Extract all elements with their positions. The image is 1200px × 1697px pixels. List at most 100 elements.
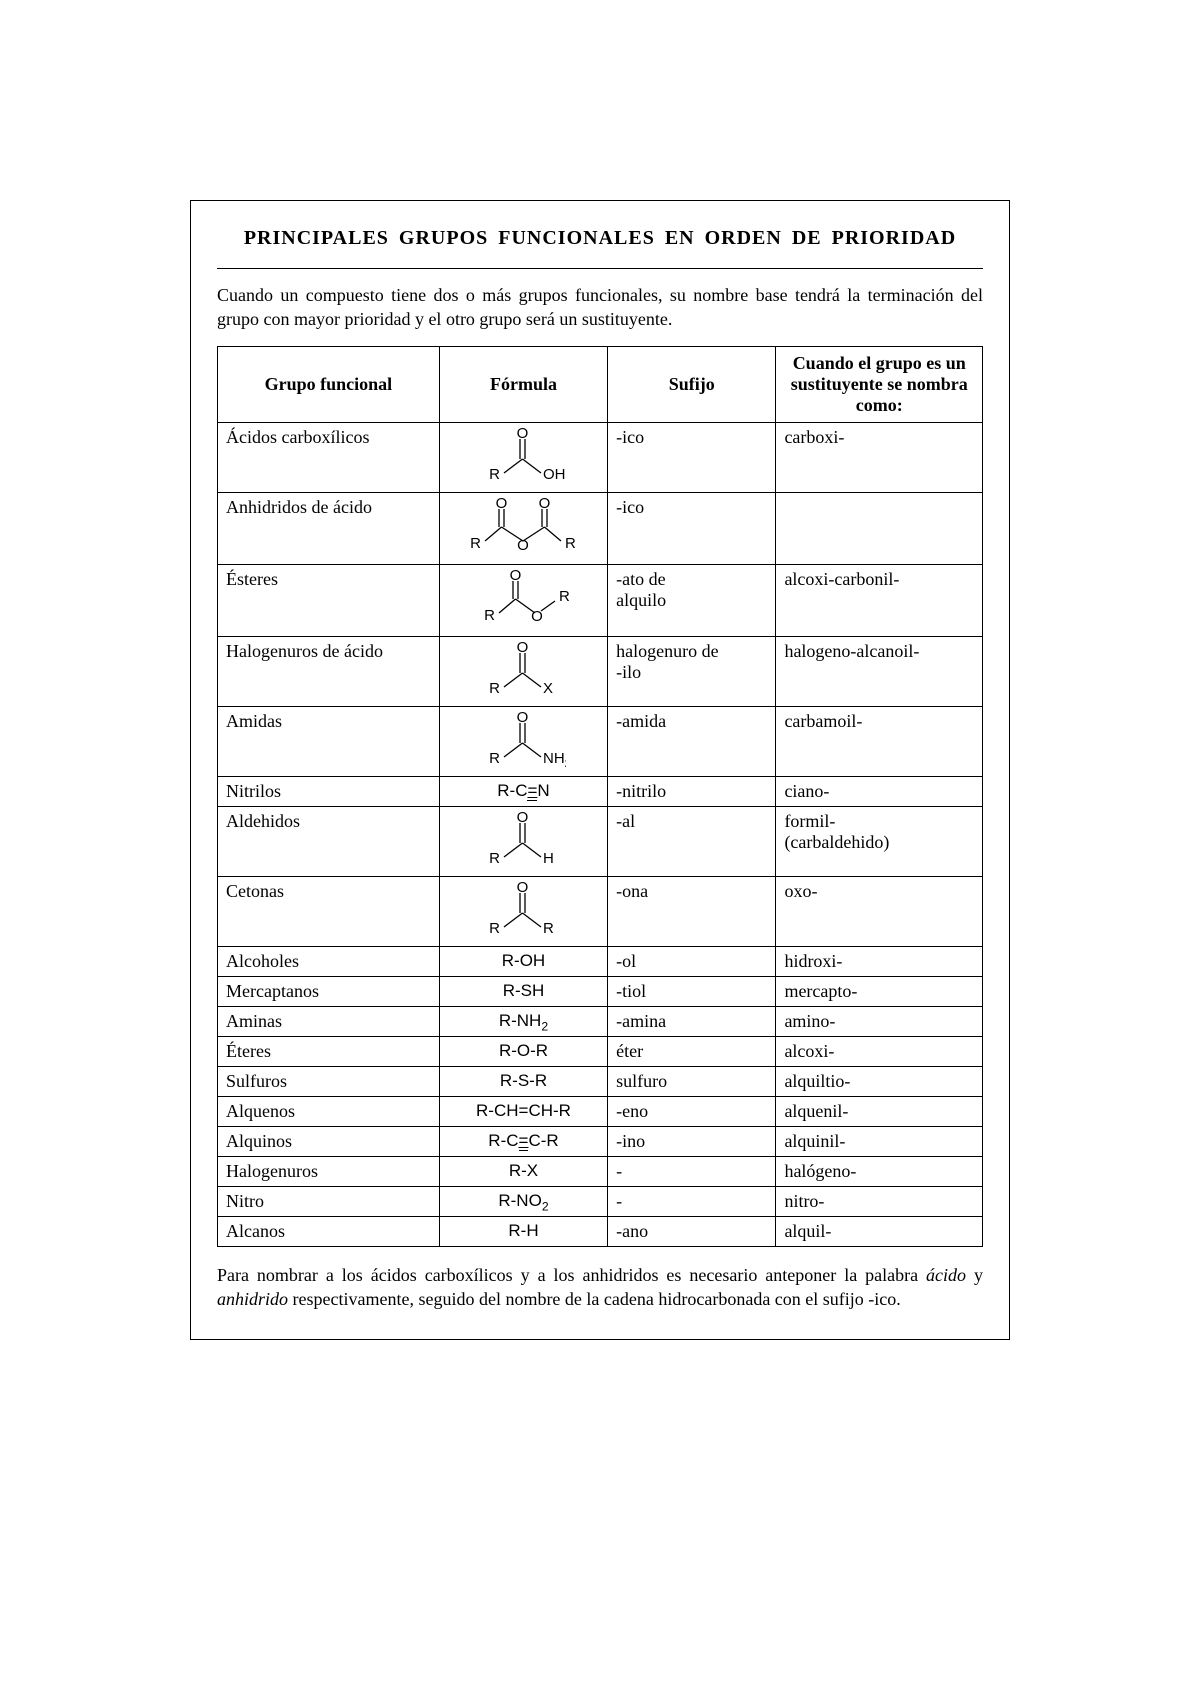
carbonyl-icon: O R X	[480, 641, 566, 697]
col-header-formula: Fórmula	[439, 346, 607, 422]
cell-substituent: alquiltio-	[776, 1066, 983, 1096]
svg-text:NH2: NH2	[543, 750, 566, 767]
cell-suffix: -ol	[608, 946, 776, 976]
cell-group-name: Anhidridos de ácido	[218, 492, 440, 564]
table-row: NitroR-NO2-nitro-	[218, 1186, 983, 1216]
table-row: Ácidos carboxílicos O R OH -icocarboxi-	[218, 422, 983, 492]
svg-text:R: R	[490, 920, 501, 937]
table-row: AlquenosR-CH=CH-R-enoalquenil-	[218, 1096, 983, 1126]
cell-suffix: -amida	[608, 706, 776, 776]
cell-substituent	[776, 492, 983, 564]
cell-substituent: alquenil-	[776, 1096, 983, 1126]
cell-group-name: Halogenuros de ácido	[218, 636, 440, 706]
table-row: AlquinosR-C=C-R-inoalquinil-	[218, 1126, 983, 1156]
table-row: Cetonas O R R -onaoxo-	[218, 876, 983, 946]
cell-suffix: halogenuro de -ilo	[608, 636, 776, 706]
carbonyl-icon: O R R	[480, 881, 566, 937]
svg-text:O: O	[517, 641, 529, 656]
cell-formula: O R X	[439, 636, 607, 706]
svg-text:O: O	[517, 881, 529, 896]
cell-suffix: -ona	[608, 876, 776, 946]
cell-substituent: nitro-	[776, 1186, 983, 1216]
svg-text:H: H	[543, 850, 554, 867]
svg-text:R: R	[485, 607, 496, 624]
content-box: PRINCIPALES GRUPOS FUNCIONALES EN ORDEN …	[190, 200, 1010, 1340]
table-header: Grupo funcional Fórmula Sufijo Cuando el…	[218, 346, 983, 422]
cell-formula: R-C=C-R	[439, 1126, 607, 1156]
cell-suffix: sulfuro	[608, 1066, 776, 1096]
cell-substituent: amino-	[776, 1006, 983, 1036]
svg-text:O: O	[517, 711, 529, 726]
col-header-group: Grupo funcional	[218, 346, 440, 422]
cell-group-name: Nitro	[218, 1186, 440, 1216]
cell-substituent: carboxi-	[776, 422, 983, 492]
cell-suffix: -tiol	[608, 976, 776, 1006]
cell-group-name: Alcanos	[218, 1216, 440, 1246]
table-row: Ésteres O R O R -ato de alquiloalcoxi-ca…	[218, 564, 983, 636]
cell-formula: R-H	[439, 1216, 607, 1246]
cell-formula: R-X	[439, 1156, 607, 1186]
svg-text:R: R	[490, 680, 501, 697]
intro-paragraph: Cuando un compuesto tiene dos o más grup…	[217, 283, 983, 332]
table-row: AlcanosR-H-anoalquil-	[218, 1216, 983, 1246]
cell-substituent: oxo-	[776, 876, 983, 946]
cell-group-name: Ácidos carboxílicos	[218, 422, 440, 492]
table-row: NitrilosR-C=N-nitrilociano-	[218, 776, 983, 806]
table-row: MercaptanosR-SH-tiolmercapto-	[218, 976, 983, 1006]
cell-substituent: carbamoil-	[776, 706, 983, 776]
cell-group-name: Nitrilos	[218, 776, 440, 806]
cell-group-name: Alcoholes	[218, 946, 440, 976]
cell-formula: R-C=N	[439, 776, 607, 806]
cell-group-name: Amidas	[218, 706, 440, 776]
table-row: Halogenuros de ácido O R X halogenuro de…	[218, 636, 983, 706]
cell-group-name: Alquinos	[218, 1126, 440, 1156]
cell-group-name: Aminas	[218, 1006, 440, 1036]
cell-substituent: alquil-	[776, 1216, 983, 1246]
cell-substituent: alquinil-	[776, 1126, 983, 1156]
cell-formula: R-NH2	[439, 1006, 607, 1036]
cell-formula: O O R O R	[439, 492, 607, 564]
cell-group-name: Halogenuros	[218, 1156, 440, 1186]
outro-text: y	[966, 1265, 983, 1285]
cell-suffix: -nitrilo	[608, 776, 776, 806]
cell-suffix: -ino	[608, 1126, 776, 1156]
cell-suffix: -ico	[608, 492, 776, 564]
svg-text:O: O	[496, 497, 508, 512]
cell-suffix: éter	[608, 1036, 776, 1066]
cell-suffix: -ato de alquilo	[608, 564, 776, 636]
cell-formula: O R H	[439, 806, 607, 876]
cell-group-name: Alquenos	[218, 1096, 440, 1126]
svg-text:R: R	[490, 850, 501, 867]
outro-paragraph: Para nombrar a los ácidos carboxílicos y…	[217, 1263, 983, 1312]
col-header-suffix: Sufijo	[608, 346, 776, 422]
cell-substituent: halogeno-alcanoil-	[776, 636, 983, 706]
cell-formula: R-SH	[439, 976, 607, 1006]
svg-text:OH: OH	[543, 466, 566, 483]
cell-formula: R-OH	[439, 946, 607, 976]
svg-text:R: R	[490, 466, 501, 483]
outro-ital-2: anhidrido	[217, 1289, 288, 1309]
cell-suffix: -ano	[608, 1216, 776, 1246]
svg-text:O: O	[518, 537, 530, 554]
table-row: SulfurosR-S-Rsulfuroalquiltio-	[218, 1066, 983, 1096]
document-title: PRINCIPALES GRUPOS FUNCIONALES EN ORDEN …	[217, 227, 983, 250]
cell-substituent: halógeno-	[776, 1156, 983, 1186]
cell-suffix: -	[608, 1156, 776, 1186]
functional-groups-table: Grupo funcional Fórmula Sufijo Cuando el…	[217, 346, 983, 1247]
table-body: Ácidos carboxílicos O R OH -icocarboxi-A…	[218, 422, 983, 1246]
col-header-sub: Cuando el grupo es un sustituyente se no…	[776, 346, 983, 422]
cell-group-name: Aldehidos	[218, 806, 440, 876]
cell-group-name: Ésteres	[218, 564, 440, 636]
cell-formula: R-S-R	[439, 1066, 607, 1096]
anhydride-icon: O O R O R	[463, 497, 583, 555]
outro-text: Para nombrar a los ácidos carboxílicos y…	[217, 1265, 926, 1285]
carbonyl-icon: O R OH	[480, 427, 566, 483]
svg-text:O: O	[510, 569, 522, 584]
cell-group-name: Sulfuros	[218, 1066, 440, 1096]
table-row: AminasR-NH2-aminaamino-	[218, 1006, 983, 1036]
cell-suffix: -al	[608, 806, 776, 876]
carbonyl-icon: O R NH2	[480, 711, 566, 767]
svg-text:O: O	[517, 811, 529, 826]
cell-suffix: -	[608, 1186, 776, 1216]
cell-substituent: mercapto-	[776, 976, 983, 1006]
